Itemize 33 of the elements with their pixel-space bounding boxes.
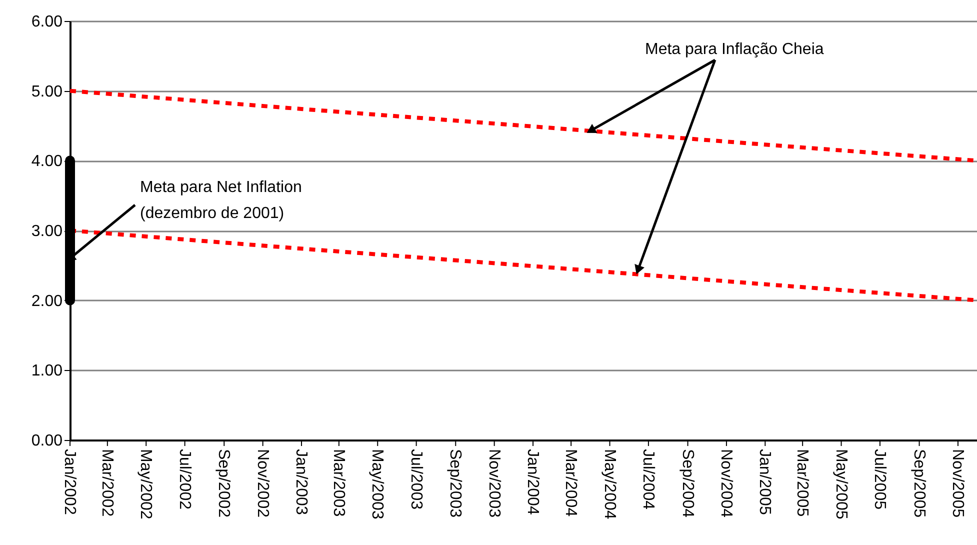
x-tick-label: May/2003 [368, 449, 386, 520]
x-tick-label: Jan/2003 [292, 449, 310, 515]
x-tick-label: Nov/2004 [717, 449, 734, 518]
x-tick-label: Jan/2005 [756, 449, 774, 515]
x-tick-label: Mar/2005 [794, 449, 811, 517]
x-tick-label: Mar/2003 [330, 449, 347, 517]
x-tick-label: Nov/2005 [948, 449, 966, 518]
x-tick-label: Jul/2003 [407, 449, 424, 510]
x-tick-label: Jul/2004 [639, 449, 656, 510]
y-tick-label: 1.00 [31, 362, 63, 380]
y-tick-label: 4.00 [31, 153, 63, 170]
x-tick-label: Sep/2004 [678, 449, 696, 518]
y-tick-label: 0.00 [31, 432, 63, 450]
x-tick-label: Sep/2003 [446, 449, 464, 518]
y-tick-label: 2.00 [31, 292, 63, 310]
annotation: Meta para Inflação Cheia [645, 41, 824, 58]
y-tick-label: 6.00 [31, 14, 63, 30]
x-tick-label: Sep/2002 [215, 449, 232, 518]
x-tick-label: May/2002 [137, 449, 154, 520]
x-tick-label: Nov/2003 [485, 449, 502, 518]
x-tick-label: Nov/2002 [254, 449, 271, 518]
x-tick-label: Mar/2002 [98, 449, 116, 517]
x-tick-label: Jan/2002 [61, 449, 78, 515]
x-tick-label: Sep/2005 [910, 449, 928, 518]
y-tick-label: 5.00 [31, 83, 63, 100]
x-tick-label: May/2004 [600, 449, 618, 520]
annotation: Meta para Net Inflation (dezembro de 2001) [140, 179, 302, 222]
x-tick-label: Mar/2004 [562, 449, 580, 517]
x-tick-label: Jan/2004 [524, 449, 542, 515]
x-tick-label: Jul/2005 [870, 449, 888, 510]
y-tick-label: 3.00 [31, 223, 63, 240]
x-tick-label: May/2005 [832, 449, 850, 520]
x-tick-label: Jul/2002 [176, 449, 193, 510]
